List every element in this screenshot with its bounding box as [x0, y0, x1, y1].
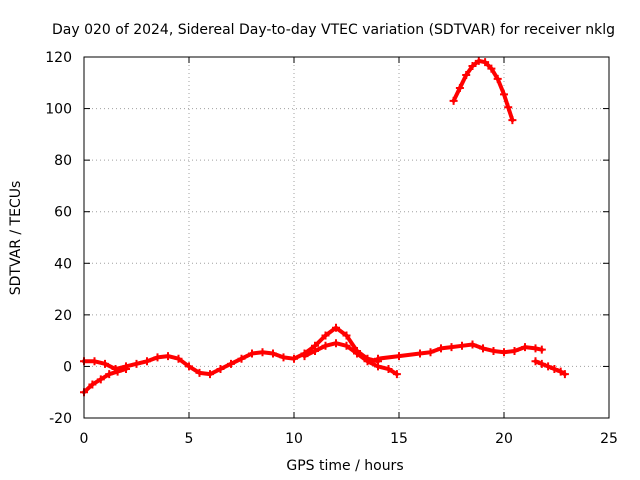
- data-point-marker: [537, 345, 546, 354]
- data-point-marker: [455, 83, 464, 92]
- data-point-marker: [374, 362, 382, 371]
- y-tick-label: -20: [49, 411, 72, 427]
- data-point-marker: [458, 341, 466, 350]
- data-point-marker: [353, 349, 361, 358]
- plot-frame: [83, 56, 610, 419]
- x-tick-label: 25: [600, 431, 618, 447]
- data-point-marker: [508, 116, 517, 125]
- data-point-marker: [311, 346, 319, 355]
- x-tick-label: 5: [185, 431, 194, 447]
- series-line: [302, 341, 399, 377]
- data-point-marker: [531, 344, 540, 353]
- grid-layer: [84, 57, 609, 418]
- data-point-marker: [269, 349, 277, 358]
- series-group: [80, 323, 382, 379]
- y-tick-label: 60: [54, 205, 72, 221]
- data-point-marker: [258, 348, 267, 357]
- data-point-marker: [321, 331, 330, 340]
- data-point-marker: [374, 354, 382, 363]
- data-point-marker: [174, 354, 183, 363]
- data-point-marker: [481, 58, 490, 67]
- data-point-marker: [489, 346, 498, 355]
- data-point-marker: [101, 359, 109, 368]
- data-point-marker: [449, 96, 458, 105]
- x-tick-label: 20: [495, 431, 513, 447]
- data-point-marker: [531, 357, 540, 366]
- data-point-marker: [504, 103, 513, 112]
- x-tick-label: 0: [80, 431, 89, 447]
- data-point-marker: [447, 343, 456, 352]
- data-point-marker: [479, 344, 487, 353]
- y-tick-label: 0: [63, 359, 72, 375]
- series-group: [80, 365, 130, 397]
- data-point-marker: [279, 353, 288, 362]
- y-tick-label: 80: [54, 153, 72, 169]
- data-point-marker: [342, 341, 351, 350]
- data-point-marker: [216, 365, 225, 374]
- data-point-marker: [153, 353, 162, 362]
- data-point-marker: [363, 357, 372, 366]
- y-tick-label: 120: [45, 50, 72, 66]
- data-point-marker: [206, 370, 214, 379]
- data-point-marker: [500, 348, 508, 357]
- data-point-marker: [195, 368, 204, 377]
- series-group: [374, 340, 546, 363]
- data-point-marker: [332, 323, 340, 332]
- data-point-marker: [164, 352, 172, 361]
- data-point-marker: [122, 365, 130, 374]
- x-axis-title: GPS time / hours: [286, 458, 403, 474]
- series-group: [531, 357, 569, 379]
- data-point-marker: [537, 359, 546, 368]
- data-point-marker: [185, 362, 193, 371]
- data-point-marker: [392, 370, 401, 379]
- tick-layer: 0 5 10 15 20 25 -20 0 20 40 60 80 100 120: [45, 50, 618, 447]
- data-point-marker: [487, 64, 496, 73]
- data-point-marker: [395, 352, 403, 361]
- series-group: [300, 339, 401, 379]
- data-point-marker: [96, 375, 105, 384]
- x-tick-label: 15: [390, 431, 408, 447]
- data-point-marker: [468, 340, 477, 349]
- data-point-marker: [248, 349, 256, 358]
- data-point-marker: [550, 365, 559, 374]
- data-point-marker: [544, 362, 553, 371]
- chart-title: Day 020 of 2024, Sidereal Day-to-day VTE…: [52, 22, 615, 38]
- data-point-marker: [143, 357, 151, 366]
- data-point-marker: [132, 359, 141, 368]
- data-point-marker: [521, 343, 529, 352]
- data-point-marker: [105, 370, 114, 379]
- data-point-marker: [437, 344, 445, 353]
- data-point-marker: [510, 346, 519, 355]
- data-point-marker: [90, 357, 99, 366]
- series-group: [449, 56, 517, 125]
- data-point-marker: [462, 71, 471, 80]
- data-point-marker: [560, 370, 569, 379]
- data-point-marker: [468, 62, 477, 71]
- data-point-marker: [493, 74, 502, 83]
- data-point-marker: [290, 354, 298, 363]
- data-point-marker: [426, 348, 435, 357]
- data-point-marker: [342, 331, 351, 340]
- y-tick-label: 100: [45, 102, 72, 118]
- data-point-marker: [237, 354, 246, 363]
- data-point-marker: [113, 367, 122, 376]
- data-point-marker: [300, 352, 309, 361]
- data-point-marker: [416, 349, 424, 358]
- y-tick-label: 40: [54, 256, 72, 272]
- data-point-marker: [384, 365, 393, 374]
- data-point-marker: [332, 339, 340, 348]
- series-layer: [80, 56, 569, 397]
- data-point-marker: [321, 341, 330, 350]
- y-tick-label: 20: [54, 308, 72, 324]
- data-point-marker: [474, 56, 483, 65]
- data-point-marker: [88, 380, 97, 389]
- y-axis-title: SDTVAR / TECUs: [8, 181, 24, 296]
- data-point-marker: [500, 90, 508, 99]
- x-tick-label: 10: [285, 431, 303, 447]
- data-point-marker: [556, 367, 565, 376]
- data-point-marker: [227, 359, 235, 368]
